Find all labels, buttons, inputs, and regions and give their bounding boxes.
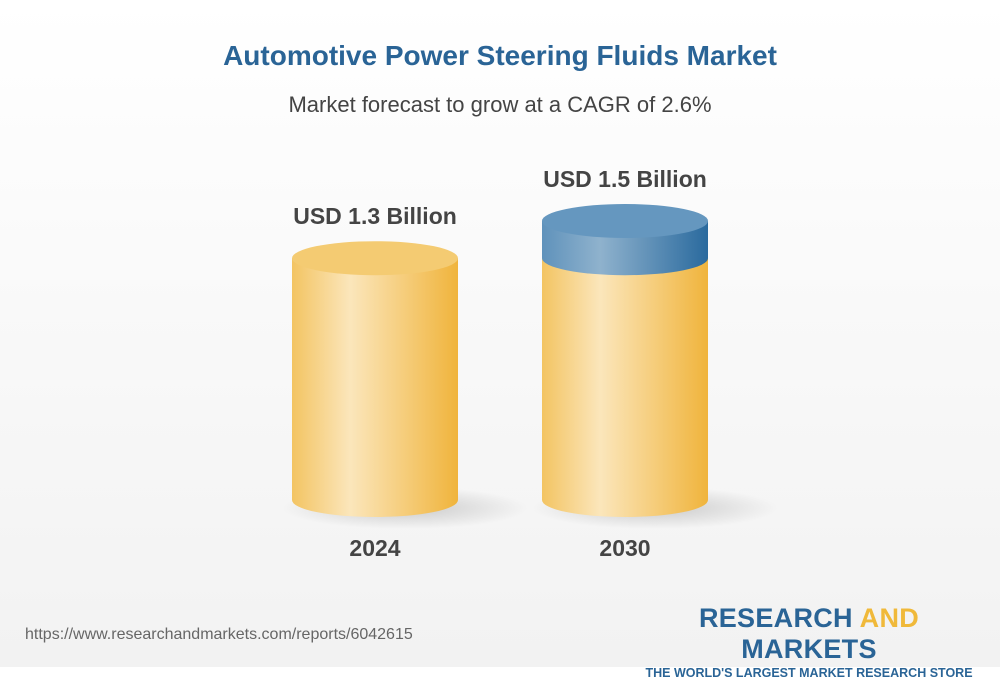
research-and-markets-logo: RESEARCH AND MARKETS THE WORLD'S LARGEST…	[642, 603, 976, 680]
bar-top	[292, 241, 458, 276]
chart-title: Automotive Power Steering Fluids Market	[223, 40, 777, 71]
data-label: USD 1.5 Billion	[543, 166, 707, 192]
category-label: 2030	[599, 535, 650, 561]
report-url[interactable]: https://www.researchandmarkets.com/repor…	[25, 626, 413, 643]
cylinder-chart: USD 1.3 Billion 2024 USD 1.5 Billion 2030	[282, 166, 778, 561]
logo-text: AND	[859, 603, 920, 633]
logo-tagline: THE WORLD'S LARGEST MARKET RESEARCH STOR…	[645, 666, 973, 680]
logo-text: MARKETS	[741, 634, 877, 664]
logo-text: RESEARCH	[698, 603, 860, 633]
data-label: USD 1.3 Billion	[293, 203, 457, 229]
bar-base-body	[542, 258, 708, 517]
chart-subtitle: Market forecast to grow at a CAGR of 2.6…	[288, 92, 712, 117]
category-label: 2024	[349, 535, 400, 561]
bar-top	[542, 204, 708, 238]
bar-base-body	[292, 258, 458, 517]
